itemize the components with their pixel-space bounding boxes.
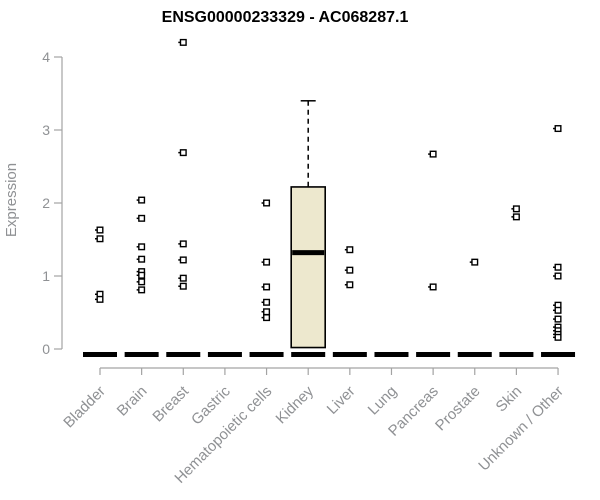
zero-expression-bar	[416, 352, 451, 357]
y-tick-label: 2	[42, 195, 50, 211]
zero-expression-bar	[291, 352, 326, 357]
data-point	[346, 246, 354, 254]
data-point	[179, 240, 187, 248]
x-tick-label: Prostate	[432, 383, 484, 435]
zero-expression-bar	[457, 352, 492, 357]
data-point	[138, 271, 146, 279]
x-tick-label: Skin	[493, 383, 526, 416]
x-tick-label: Brain	[114, 383, 151, 420]
x-tick-label: Breast	[149, 382, 192, 425]
data-point	[554, 125, 562, 133]
data-point	[138, 243, 146, 251]
data-point	[512, 205, 520, 213]
zero-expression-bar	[83, 352, 117, 357]
x-tick-label: Liver	[324, 383, 359, 418]
box-iqr	[290, 186, 327, 349]
x-tick-label: Bladder	[60, 383, 109, 432]
data-point	[429, 150, 437, 158]
data-point	[138, 278, 146, 286]
zero-expression-bar	[541, 352, 576, 357]
data-point	[138, 196, 146, 204]
zero-expression-bar	[166, 352, 201, 357]
zero-expression-bar	[374, 352, 409, 357]
y-tick-label: 1	[42, 268, 50, 284]
data-point	[138, 286, 146, 294]
zero-expression-bar	[332, 352, 367, 357]
x-tick-label: Kidney	[273, 382, 318, 427]
data-point	[179, 282, 187, 290]
data-point	[96, 295, 104, 303]
data-point	[263, 298, 271, 306]
data-point	[554, 272, 562, 280]
data-point	[263, 283, 271, 291]
data-point	[179, 38, 187, 46]
zero-expression-bar	[207, 352, 242, 357]
chart-title: ENSG00000233329 - AC068287.1	[162, 9, 409, 26]
zero-expression-bar	[499, 352, 534, 357]
data-point	[554, 306, 562, 314]
data-point	[554, 315, 562, 323]
data-point	[263, 314, 271, 322]
data-point	[346, 266, 354, 274]
zero-expression-bar	[124, 352, 159, 357]
data-point	[263, 308, 271, 316]
data-point	[179, 149, 187, 157]
data-point	[554, 333, 562, 341]
data-point	[429, 283, 437, 291]
data-point	[512, 213, 520, 221]
data-point	[96, 235, 104, 243]
data-point	[138, 214, 146, 222]
y-axis-title: Expression	[3, 163, 20, 237]
data-point	[263, 258, 271, 266]
data-point	[179, 274, 187, 282]
y-tick-label: 0	[42, 341, 50, 357]
data-point	[346, 281, 354, 289]
data-point	[179, 256, 187, 264]
data-point	[471, 258, 479, 266]
data-point	[96, 226, 104, 234]
y-tick-label: 3	[42, 122, 50, 138]
x-tick-label: Lung	[365, 383, 401, 419]
box-median-line	[292, 250, 325, 256]
y-tick-label: 4	[42, 49, 50, 65]
data-point	[138, 255, 146, 263]
data-point	[263, 199, 271, 207]
data-point	[554, 263, 562, 271]
zero-expression-bar	[249, 352, 284, 357]
